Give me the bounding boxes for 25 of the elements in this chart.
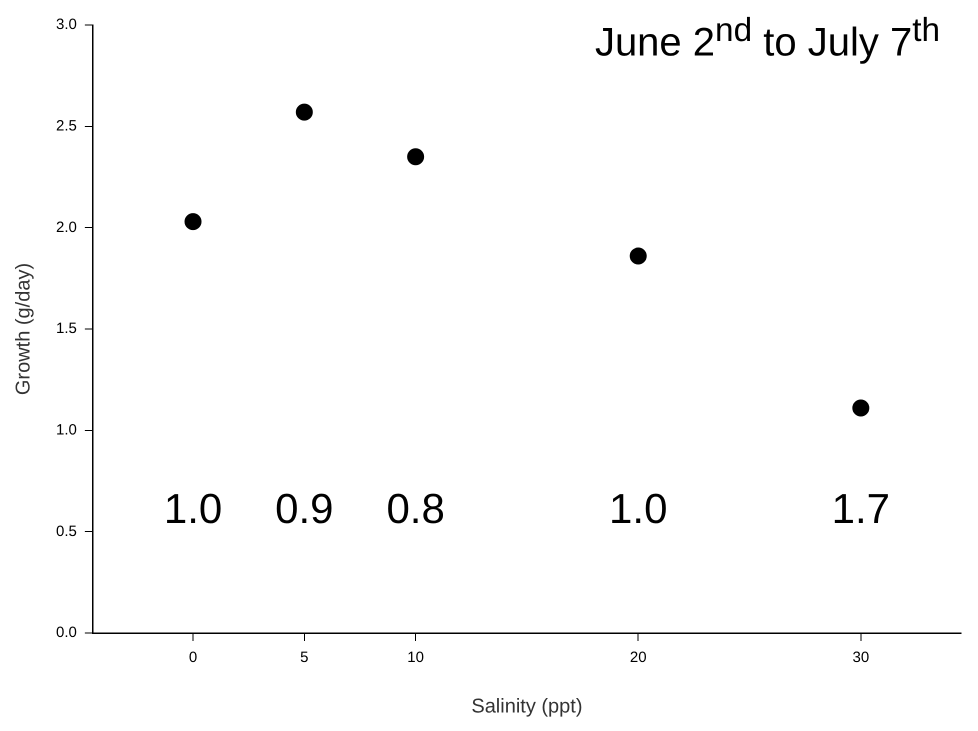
x-tick-label: 10 bbox=[407, 649, 424, 666]
point bbox=[407, 148, 424, 166]
x-tick-label: 5 bbox=[300, 649, 308, 666]
point bbox=[184, 213, 202, 230]
y-axis-title: Growth (g/day) bbox=[12, 262, 35, 396]
x-tick-label: 30 bbox=[852, 649, 870, 666]
annotation: 1.7 bbox=[832, 484, 890, 532]
chart-title: June 2$^{nd}$ to July 7$^{th}$ bbox=[594, 12, 940, 66]
y-tick-label: 2.0 bbox=[56, 218, 77, 236]
point bbox=[852, 400, 870, 417]
y-tick-label: 1.0 bbox=[56, 421, 77, 438]
x-tick-label: 20 bbox=[630, 649, 647, 666]
point bbox=[296, 104, 313, 121]
annotation: 0.9 bbox=[275, 484, 334, 532]
annotation: 0.8 bbox=[386, 484, 445, 532]
x-axis-title: Salinity (ppt) bbox=[471, 696, 583, 718]
y-tick-label: 3.0 bbox=[56, 16, 77, 34]
annotation: 1.0 bbox=[164, 484, 222, 532]
y-tick-label: 0.5 bbox=[56, 522, 77, 540]
point bbox=[630, 248, 647, 265]
x-tick-label: 0 bbox=[188, 649, 198, 666]
annotation: 1.0 bbox=[609, 484, 668, 532]
y-tick-label: 0.0 bbox=[56, 624, 77, 642]
y-tick-label: 2.5 bbox=[56, 117, 77, 134]
y-tick-label: 1.5 bbox=[56, 320, 77, 338]
